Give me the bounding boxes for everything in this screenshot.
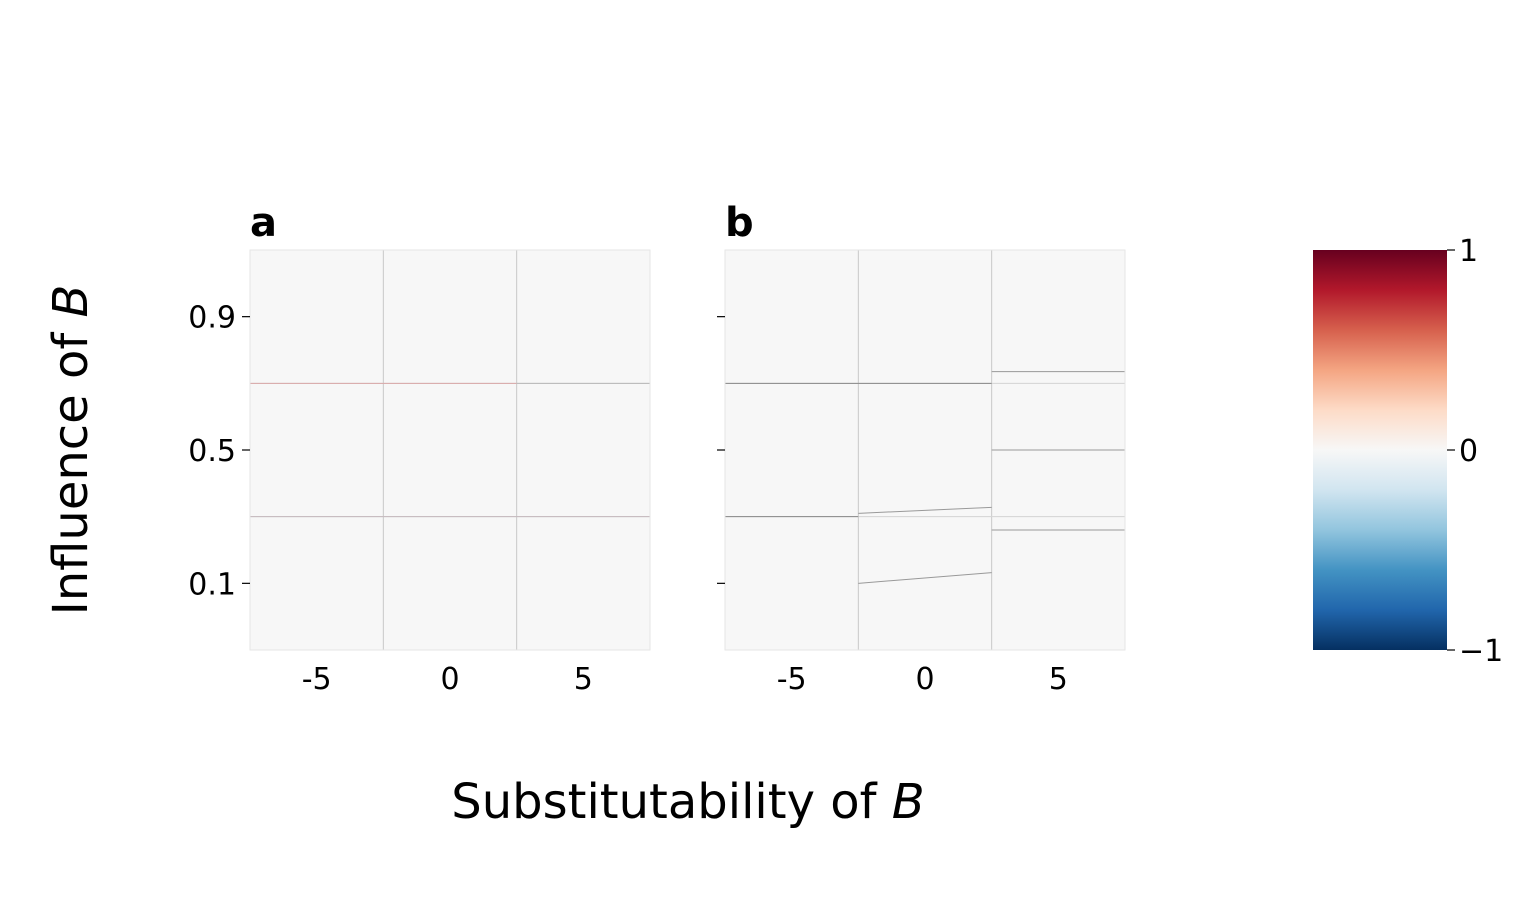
heatmap-cell — [858, 383, 992, 517]
colorbar: 1 0 −1 — [1313, 234, 1503, 669]
heatmap-cell — [858, 250, 992, 384]
colorbar-tick-label: −1 — [1459, 634, 1503, 669]
heatmap-cell — [725, 250, 859, 384]
colorbar-gradient — [1313, 250, 1447, 650]
y-axis-label: Influence of B — [43, 285, 99, 616]
x-tick-label: 5 — [574, 662, 593, 697]
panel-b-x-ticks: -5 0 5 — [777, 662, 1068, 697]
heatmap-cell — [383, 250, 517, 384]
panel-a-x-ticks: -5 0 5 — [302, 662, 593, 697]
x-tick-label: -5 — [302, 662, 332, 697]
y-tick-label: 0.5 — [188, 434, 236, 469]
heatmap-cell — [991, 250, 1125, 384]
heatmap-cell — [516, 516, 650, 650]
x-tick-label: 0 — [440, 662, 459, 697]
x-tick-label: 0 — [915, 662, 934, 697]
x-axis-label: Substitutability of B — [451, 774, 924, 830]
heatmap-cell — [991, 516, 1125, 650]
heatmap-cell — [725, 383, 859, 517]
colorbar-ticks: 1 0 −1 — [1447, 234, 1503, 669]
heatmap-cell — [725, 516, 859, 650]
panel-a: a -5 0 5 0.1 0.5 0.9 — [188, 200, 651, 697]
panel-a-y-ticks: 0.1 0.5 0.9 — [188, 301, 250, 602]
colorbar-tick-label: 0 — [1459, 434, 1478, 469]
y-tick-label: 0.9 — [188, 301, 236, 336]
contour-line — [858, 506, 992, 514]
heatmap-cell — [383, 516, 517, 650]
panel-b: b -5 0 5 — [717, 200, 1126, 697]
panel-a-title: a — [250, 200, 277, 246]
panel-a-cells — [250, 250, 650, 650]
panel-b-y-ticks — [717, 316, 725, 584]
x-axis-label-var: B — [892, 774, 925, 830]
y-axis-label-var: B — [43, 285, 99, 318]
x-tick-label: -5 — [777, 662, 807, 697]
heatmap-cell — [383, 383, 517, 517]
x-tick-label: 5 — [1049, 662, 1068, 697]
heatmap-cell — [516, 250, 650, 384]
panel-a-contours — [250, 382, 650, 651]
x-axis-label-prefix: Substitutability of — [451, 774, 891, 830]
heatmap-cell — [250, 250, 384, 384]
panel-b-title: b — [725, 200, 754, 246]
contour-line — [858, 572, 992, 584]
heatmap-cell — [250, 516, 384, 650]
y-tick-label: 0.1 — [188, 567, 236, 602]
heatmap-cell — [516, 383, 650, 517]
colorbar-tick-label: 1 — [1459, 234, 1478, 269]
y-axis-label-prefix: Influence of — [43, 318, 99, 616]
heatmap-cell — [250, 383, 384, 517]
heatmap-cell — [858, 516, 992, 650]
